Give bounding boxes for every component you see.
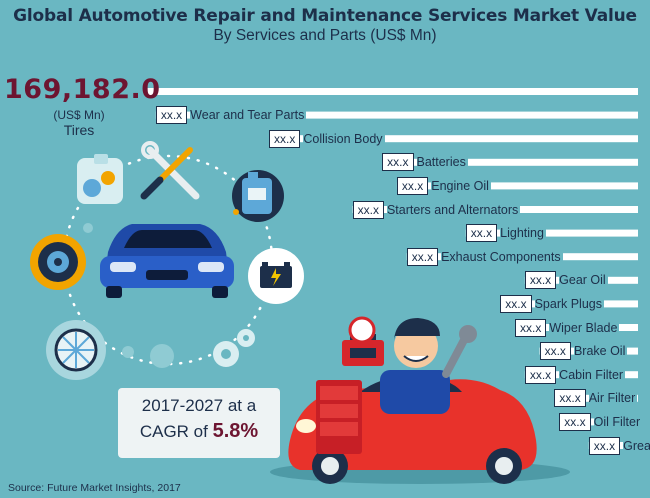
lead-unit: (US$ Mn) bbox=[53, 108, 105, 122]
bar-label-group: xx.x Batteries bbox=[382, 153, 468, 172]
category-label: Lighting bbox=[500, 226, 546, 241]
bar-label-group: xx.x Collision Body bbox=[269, 129, 385, 148]
category-label: Air Filter bbox=[588, 391, 638, 406]
cagr-period: 2017-2027 at a bbox=[141, 396, 257, 415]
bar-label-group: xx.x Wear and Tear Parts bbox=[155, 106, 307, 125]
decor-dot bbox=[122, 346, 134, 358]
toolbox-icon bbox=[316, 380, 362, 454]
bar-label-group: xx.x Starters and Alternators bbox=[352, 200, 521, 219]
chart-title: Global Automotive Repair and Maintenance… bbox=[13, 6, 637, 26]
category-label: Engine Oil bbox=[431, 178, 491, 193]
category-label: Spark Plugs bbox=[534, 296, 604, 311]
bar-label-group: xx.x Wiper Blade bbox=[515, 318, 620, 337]
value-placeholder: xx.x bbox=[539, 342, 571, 361]
bar-label-group: xx.x Gear Oil bbox=[524, 271, 608, 290]
bar-lighting bbox=[465, 229, 638, 237]
lead-value: 169,182.0 bbox=[4, 74, 161, 105]
bar-tires bbox=[146, 88, 638, 95]
lead-category-label: Tires bbox=[63, 122, 95, 138]
category-label: Batteries bbox=[416, 155, 468, 170]
category-label: Gear Oil bbox=[559, 273, 608, 288]
category-label: Starters and Alternators bbox=[386, 202, 521, 217]
value-placeholder: xx.x bbox=[269, 129, 301, 148]
category-label: Cabin Filter bbox=[559, 367, 626, 382]
category-label: Wear and Tear Parts bbox=[190, 108, 307, 123]
mechanic-illustration bbox=[342, 316, 477, 414]
bar-label-group: xx.x Air Filter bbox=[554, 389, 638, 408]
value-placeholder: xx.x bbox=[588, 436, 621, 455]
value-placeholder: xx.x bbox=[554, 389, 586, 408]
cagr-prefix: CAGR of bbox=[139, 422, 213, 441]
value-placeholder: xx.x bbox=[155, 106, 188, 125]
bar-label-group: xx.x Lighting bbox=[465, 224, 546, 243]
value-placeholder: xx.x bbox=[524, 365, 557, 384]
bar-engine-oil bbox=[396, 182, 638, 190]
cagr-line: CAGR of 5.8% bbox=[118, 420, 280, 443]
value-placeholder: xx.x bbox=[352, 200, 384, 219]
wrench-screwdriver-icon bbox=[140, 141, 200, 200]
value-placeholder: xx.x bbox=[396, 176, 429, 195]
bar-batteries bbox=[382, 158, 638, 166]
value-placeholder: xx.x bbox=[524, 271, 557, 290]
category-label: Brake Oil bbox=[573, 344, 628, 359]
value-placeholder: xx.x bbox=[500, 294, 532, 313]
category-label: Collision Body bbox=[303, 131, 385, 146]
category-label: Exhaust Components bbox=[441, 249, 563, 264]
brake-disc-icon bbox=[30, 234, 86, 290]
value-placeholder: xx.x bbox=[465, 224, 498, 243]
cagr-callout: 2017-2027 at a CAGR of 5.8% bbox=[118, 388, 280, 458]
bar-label-group: xx.x Engine Oil bbox=[396, 176, 491, 195]
bar-label-group: xx.x Cabin Filter bbox=[524, 365, 626, 384]
gears-icon bbox=[213, 329, 255, 367]
bar-collision-body bbox=[269, 135, 638, 143]
decor-dot bbox=[150, 344, 174, 368]
wheel-icon bbox=[46, 320, 106, 380]
bar-label-group: xx.x Brake Oil bbox=[539, 342, 628, 361]
category-label: Wiper Blade bbox=[549, 320, 620, 335]
value-placeholder: xx.x bbox=[406, 247, 439, 266]
decor-dot bbox=[83, 223, 93, 233]
source-note: Source: Future Market Insights, 2017 bbox=[8, 482, 181, 494]
car-icon bbox=[100, 224, 234, 298]
value-placeholder: xx.x bbox=[515, 318, 547, 337]
bar-label-group: xx.xGrease bbox=[588, 436, 650, 455]
bar-label-group: xx.x Spark Plugs bbox=[500, 294, 604, 313]
cagr-value: 5.8% bbox=[212, 420, 259, 442]
value-placeholder: xx.x bbox=[382, 153, 414, 172]
oil-can-icon bbox=[232, 170, 284, 222]
bar-wear-and-tear-parts bbox=[155, 111, 638, 119]
bar-label-group: xx.x Oil Filter bbox=[559, 412, 643, 431]
battery-icon bbox=[248, 248, 304, 304]
bar-label-group: xx.x Exhaust Components bbox=[406, 247, 563, 266]
service-gears-icon bbox=[77, 154, 123, 204]
category-label: Oil Filter bbox=[593, 414, 643, 429]
title-block: Global Automotive Repair and Maintenance… bbox=[0, 6, 650, 45]
chart-subtitle: By Services and Parts (US$ Mn) bbox=[213, 27, 437, 44]
category-label: Grease bbox=[623, 438, 650, 453]
value-placeholder: xx.x bbox=[559, 412, 591, 431]
